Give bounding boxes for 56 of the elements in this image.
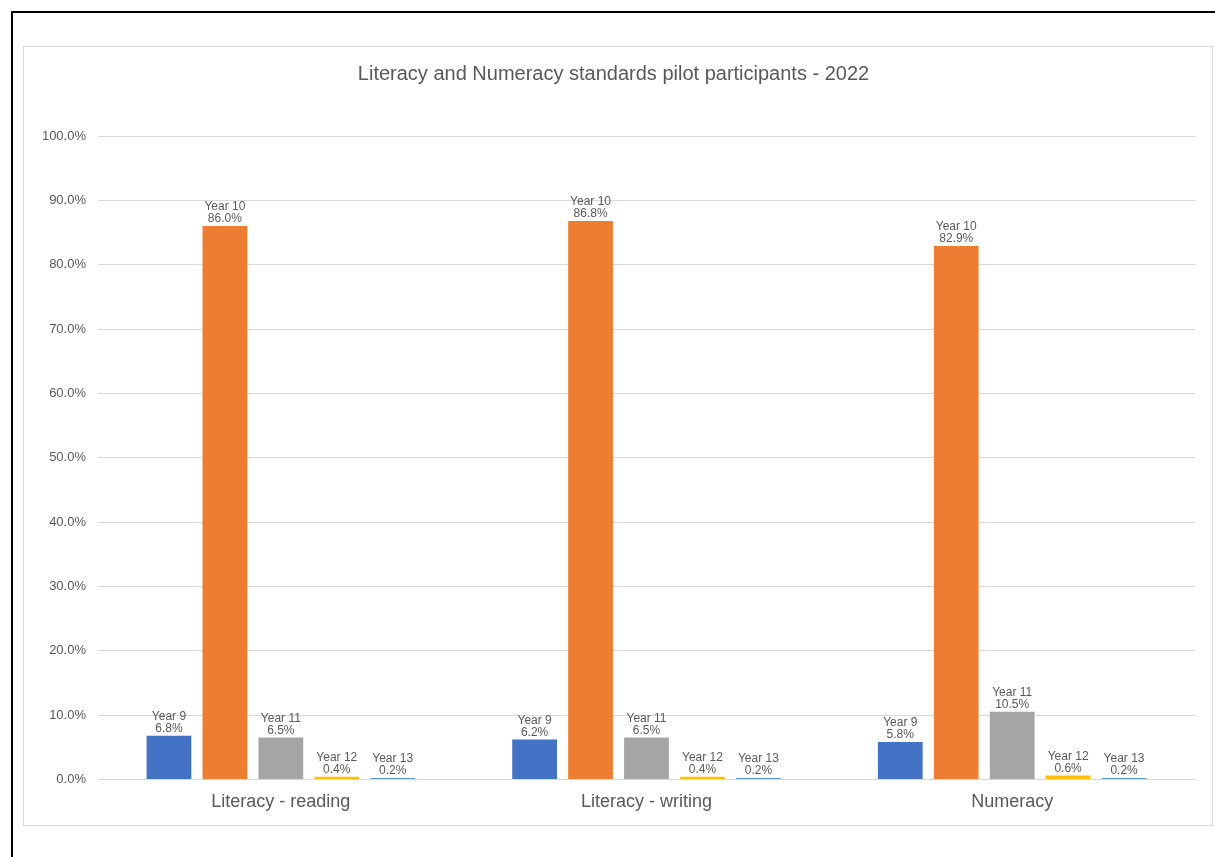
y-tick-label: 20.0% bbox=[49, 642, 87, 658]
data-label: 82.9% bbox=[939, 231, 974, 246]
y-tick-label: 30.0% bbox=[49, 577, 87, 593]
data-label: 0.6% bbox=[1054, 760, 1083, 775]
bar bbox=[314, 776, 360, 779]
series-label: Year 13 bbox=[372, 751, 414, 766]
data-label: 0.4% bbox=[688, 762, 717, 777]
bar bbox=[680, 776, 725, 779]
chart-title: Literacy and Numeracy standards pilot participants - 2022 bbox=[357, 61, 870, 84]
data-label: 10.5% bbox=[995, 697, 1030, 712]
y-tick-label: 90.0% bbox=[49, 191, 87, 207]
data-label: 0.2% bbox=[744, 763, 773, 778]
series-label: Year 9 bbox=[883, 715, 918, 730]
text: Year 12 bbox=[316, 750, 358, 765]
bar bbox=[202, 226, 248, 779]
data-label: 0.4% bbox=[323, 762, 351, 777]
bar bbox=[624, 737, 669, 779]
series-label: Year 12 bbox=[1047, 748, 1089, 763]
series-label: Year 11 bbox=[992, 685, 1033, 700]
x-tick-label: Literacy - writing bbox=[580, 791, 713, 812]
text: Year 13 bbox=[737, 751, 779, 766]
series-label: Year 10 bbox=[570, 194, 612, 209]
data-label: 0.2% bbox=[1110, 763, 1139, 778]
data-label: 6.5% bbox=[267, 722, 295, 737]
x-tick-label: Literacy - reading bbox=[211, 791, 351, 812]
text: Year 12 bbox=[681, 750, 723, 765]
bar bbox=[512, 739, 557, 779]
data-label: 6.2% bbox=[520, 724, 549, 739]
bar bbox=[877, 742, 923, 779]
bar bbox=[989, 711, 1035, 779]
y-tick-label: 10.0% bbox=[49, 706, 87, 722]
data-label: 6.5% bbox=[632, 722, 661, 737]
y-tick-label: 40.0% bbox=[49, 513, 87, 529]
data-label: 5.8% bbox=[886, 727, 915, 742]
bar bbox=[258, 737, 304, 779]
data-label: 86.0% bbox=[207, 211, 243, 226]
data-label: 86.8% bbox=[573, 206, 608, 221]
data-label: 0.2% bbox=[379, 763, 407, 778]
text: Year 9 bbox=[517, 712, 552, 727]
text: Year 13 bbox=[1103, 751, 1145, 766]
x-tick-label: Numeracy bbox=[971, 791, 1054, 812]
y-tick-label: 0.0% bbox=[56, 770, 87, 786]
y-tick-label: 60.0% bbox=[49, 384, 87, 400]
bar bbox=[933, 246, 979, 779]
data-label: 6.8% bbox=[155, 720, 183, 735]
y-tick-label: 100.0% bbox=[41, 127, 87, 143]
y-tick-label: 70.0% bbox=[49, 320, 87, 336]
y-tick-label: 50.0% bbox=[49, 449, 87, 465]
text: Year 10 bbox=[935, 219, 977, 234]
bar bbox=[146, 735, 192, 779]
text: Year 9 bbox=[151, 708, 187, 723]
y-tick-label: 80.0% bbox=[49, 256, 87, 272]
text: Year 11 bbox=[260, 710, 301, 725]
bar bbox=[568, 220, 613, 779]
text: Year 10 bbox=[204, 199, 246, 214]
text: Year 11 bbox=[626, 710, 667, 725]
